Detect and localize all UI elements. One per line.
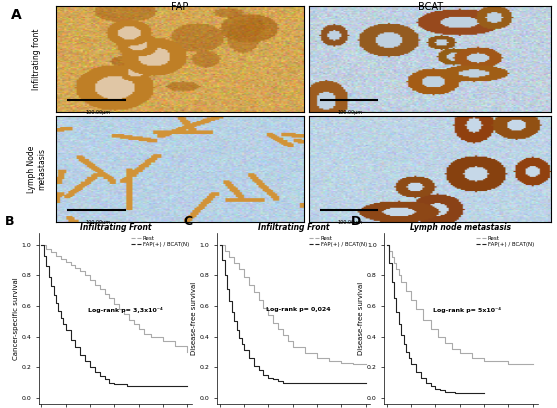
- Text: 100.00μm: 100.00μm: [85, 220, 110, 225]
- Y-axis label: Cancer-specific survival: Cancer-specific survival: [13, 277, 19, 359]
- Title: Infiltrating Front: Infiltrating Front: [258, 223, 330, 232]
- Text: 100.00μm: 100.00μm: [338, 110, 363, 115]
- Title: Infiltrating Front: Infiltrating Front: [80, 223, 152, 232]
- Text: 100.00μm: 100.00μm: [338, 220, 363, 225]
- Text: Lymph Node
metastasis: Lymph Node metastasis: [27, 146, 46, 193]
- Text: A: A: [11, 8, 22, 22]
- Title: Lymph node metastasis: Lymph node metastasis: [411, 223, 511, 232]
- Legend: Rest, FAP(+) / BCAT(N): Rest, FAP(+) / BCAT(N): [476, 235, 535, 247]
- Text: Log-rank p= 0,024: Log-rank p= 0,024: [266, 307, 331, 312]
- Text: Log-rank p= 5x10⁻⁴: Log-rank p= 5x10⁻⁴: [433, 307, 501, 313]
- Text: C: C: [184, 215, 193, 228]
- Text: D: D: [351, 215, 361, 228]
- Text: 100.00μm: 100.00μm: [85, 110, 110, 115]
- Legend: Rest, FAP(+) / BCAT(N): Rest, FAP(+) / BCAT(N): [309, 235, 368, 247]
- Y-axis label: Disease-free survival: Disease-free survival: [191, 282, 197, 355]
- Legend: Rest, FAP(+) / BCAT(N): Rest, FAP(+) / BCAT(N): [130, 235, 189, 247]
- Y-axis label: Disease-free survival: Disease-free survival: [358, 282, 364, 355]
- Text: FAP: FAP: [171, 2, 188, 12]
- Text: Log-rank p= 3,3x10⁻⁴: Log-rank p= 3,3x10⁻⁴: [88, 307, 163, 313]
- Text: B: B: [6, 215, 15, 228]
- Text: Infiltrating front: Infiltrating front: [32, 29, 41, 90]
- Text: BCAT: BCAT: [418, 2, 443, 12]
